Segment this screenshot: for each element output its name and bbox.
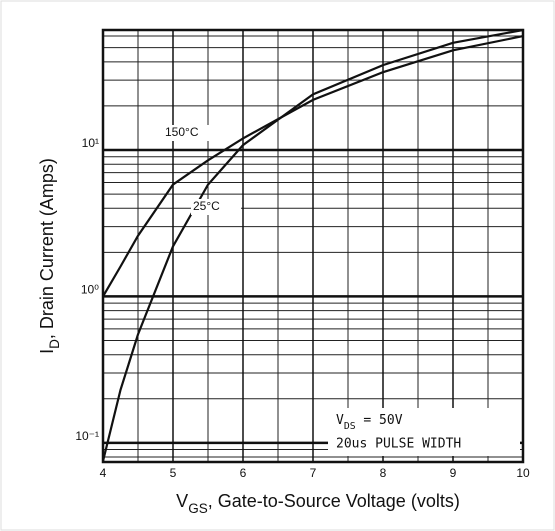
- x-tick-label: 6: [240, 466, 247, 480]
- x-tick-label: 7: [310, 466, 317, 480]
- annotation-sub: DS: [344, 421, 356, 432]
- x-tick-label: 8: [380, 466, 387, 480]
- y-axis-label: ID, Drain Current (Amps): [37, 158, 62, 354]
- plot-frame: [101, 28, 525, 464]
- y-tick-label: 10⁰: [81, 283, 99, 297]
- x-tick-label: 10: [516, 466, 530, 480]
- label-bg: [163, 125, 213, 141]
- label-bg: [191, 199, 241, 215]
- y-axis-label-main: I: [37, 349, 57, 354]
- x-axis-label-rest: , Gate-to-Source Voltage (volts): [208, 491, 460, 511]
- x-tick-label: 9: [450, 466, 457, 480]
- y-axis-label-rest: , Drain Current (Amps): [37, 158, 57, 339]
- annotation-rest: = 50V: [356, 413, 403, 428]
- series-label: 25°C: [193, 199, 220, 213]
- y-tick-label: 10⁻¹: [75, 429, 99, 443]
- annotation: VDS = 50V: [336, 413, 403, 432]
- series-label: 150°C: [165, 125, 199, 139]
- x-axis-label-main: V: [176, 491, 188, 511]
- x-tick-label: 4: [100, 466, 107, 480]
- x-axis-label-sub: GS: [188, 501, 208, 516]
- y-tick-label: 10¹: [82, 136, 99, 150]
- x-tick-label: 5: [170, 466, 177, 480]
- x-axis-label: VGS, Gate-to-Source Voltage (volts): [176, 491, 460, 516]
- annotation: 20us PULSE WIDTH: [336, 437, 461, 452]
- y-axis-label-sub: D: [47, 339, 62, 349]
- curve: [101, 28, 524, 462]
- annotation-box: [328, 408, 520, 456]
- curve: [102, 35, 524, 297]
- annotation-main: V: [336, 413, 344, 428]
